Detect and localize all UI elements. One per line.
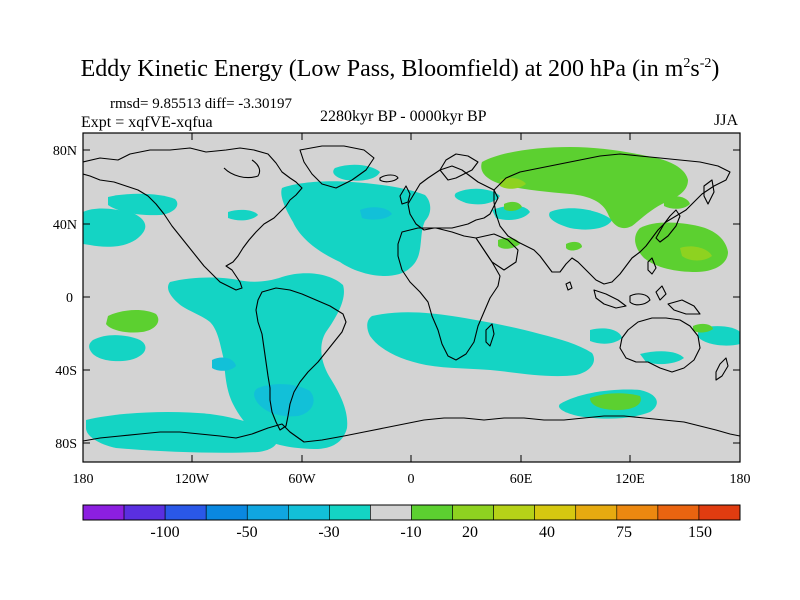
y-tick-label: 0	[66, 291, 73, 306]
coast-africa	[397, 227, 501, 361]
experiment-label: Expt = xqfVE-xqfua	[81, 114, 213, 131]
coast-indonesia	[593, 285, 667, 309]
colorbar-box	[246, 504, 289, 521]
coast-hudson-bay	[223, 159, 261, 179]
coastlines	[83, 145, 740, 443]
coast-japan	[655, 209, 681, 243]
colorbar-box	[534, 504, 577, 521]
colorbar-box	[493, 504, 535, 521]
x-tick-label: 0	[408, 472, 415, 487]
coast-philippines	[647, 257, 657, 275]
colorbar-box	[657, 504, 700, 521]
x-tick-label: 120W	[175, 472, 210, 487]
colorbar-frame	[82, 504, 741, 521]
colorbar-box	[616, 504, 659, 521]
colorbar-box	[370, 504, 412, 521]
colorbar-label: -100	[150, 524, 179, 541]
coast-asia	[493, 153, 731, 285]
colorbar-label: -30	[318, 524, 339, 541]
coast-north-america	[83, 147, 303, 291]
coast-antarctica	[83, 415, 740, 443]
colorbar-label: 150	[688, 524, 712, 541]
rmsd-diff-text: rmsd= 9.85513 diff= -3.30197	[110, 96, 293, 112]
coast-great-britain	[399, 185, 411, 205]
x-tick-label: 120E	[615, 472, 645, 487]
x-tick-label: 60E	[510, 472, 533, 487]
season-label: JJA	[714, 112, 739, 129]
y-tick-label: 80S	[55, 437, 77, 452]
colorbar-box	[288, 504, 330, 521]
colorbar-box	[329, 504, 371, 521]
coast-kamchatka	[703, 179, 715, 205]
coast-new-zealand	[715, 357, 729, 381]
coast-australia	[619, 317, 701, 373]
anomaly-fields	[83, 147, 740, 453]
map-title: Eddy Kinetic Energy (Low Pass, Bloomfiel…	[80, 56, 720, 82]
colorbar-labels: -100 -50 -30 -10 20 40 75 150	[150, 524, 712, 541]
coast-scandinavia	[439, 153, 479, 181]
negative-anomaly-cores	[212, 207, 392, 417]
period-label: 2280kyr BP - 0000kyr BP	[320, 108, 487, 125]
coast-greenland	[299, 145, 375, 189]
y-tick-label: 40S	[55, 364, 77, 379]
coast-new-guinea	[667, 299, 701, 315]
colorbar-label: 40	[539, 524, 555, 541]
colorbar-box	[205, 504, 248, 521]
colorbar-box	[452, 504, 494, 521]
y-tick-label: 40N	[53, 218, 77, 233]
coast-iceland	[379, 174, 399, 183]
colorbar-box	[575, 504, 618, 521]
colorbar-label: 20	[462, 524, 478, 541]
colorbar-label: -50	[236, 524, 257, 541]
colorbar-box	[123, 504, 166, 521]
colorbar-box	[82, 504, 125, 521]
coast-sri-lanka	[565, 281, 573, 291]
colorbar-label: 75	[616, 524, 632, 541]
colorbar-label: -10	[400, 524, 421, 541]
y-tick-label: 80N	[53, 144, 77, 159]
colorbar	[82, 504, 741, 521]
coast-south-america	[255, 287, 347, 431]
x-tick-label: 180	[730, 472, 751, 487]
x-tick-label: 180	[73, 472, 94, 487]
colorbar-box	[411, 504, 453, 521]
positive-anomaly-cores	[500, 177, 712, 261]
coast-arabia	[475, 233, 519, 271]
x-axis: 180 120W 60W 0 60E 120E 180	[73, 133, 751, 487]
coast-madagascar	[485, 323, 495, 347]
x-tick-label: 60W	[288, 472, 316, 487]
colorbar-box	[698, 504, 741, 521]
colorbar-box	[164, 504, 207, 521]
y-axis: 80N 40N 0 40S 80S	[53, 144, 740, 452]
